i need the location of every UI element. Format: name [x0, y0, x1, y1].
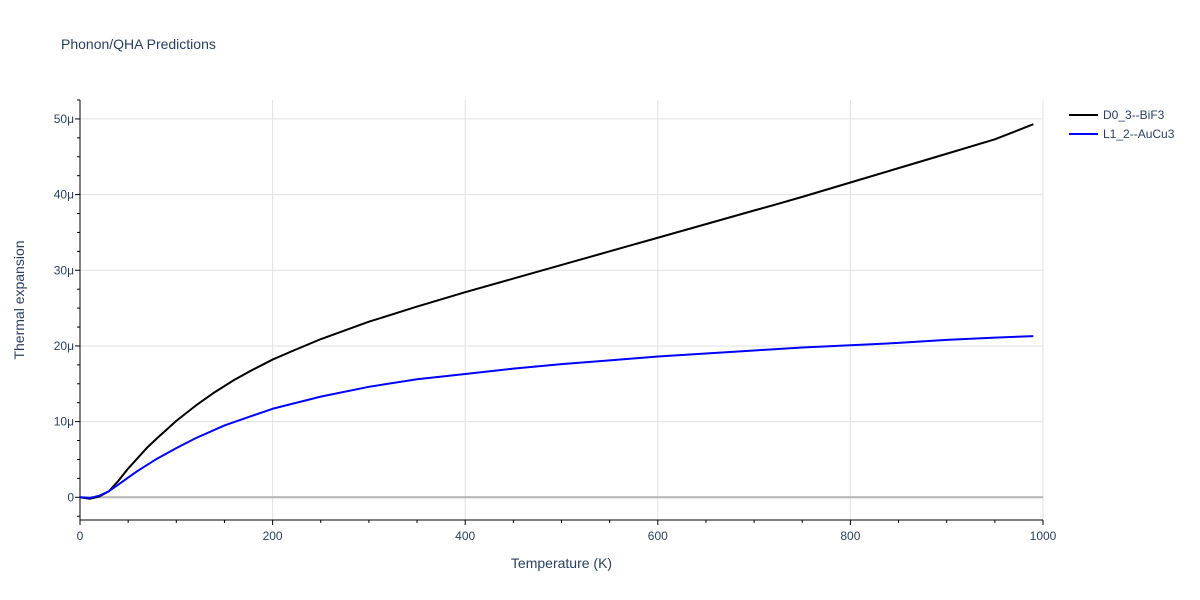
y-tick-label: 40μ [54, 188, 74, 202]
y-tick-labels: 0 10μ 20μ 30μ 40μ 50μ [54, 112, 75, 504]
y-tick-label: 30μ [54, 263, 74, 277]
y-axis-title: Thermal expansion [11, 240, 27, 359]
series-layer [79, 123, 1034, 500]
series-line-1 [79, 335, 1034, 500]
legend[interactable]: D0_3--BiF3 L1_2--AuCu3 [1069, 108, 1175, 141]
x-tick-labels: 0 200 400 600 800 1000 [77, 529, 1057, 543]
x-tick-label: 200 [263, 529, 283, 543]
grid-lines [80, 100, 1044, 520]
axes [75, 99, 1044, 525]
y-tick-label: 10μ [54, 415, 74, 429]
y-tick-label: 20μ [54, 339, 74, 353]
legend-label: D0_3--BiF3 [1103, 108, 1165, 122]
series-line-0 [79, 123, 1034, 500]
x-tick-label: 600 [648, 529, 668, 543]
legend-label: L1_2--AuCu3 [1103, 127, 1175, 141]
x-axis-title: Temperature (K) [511, 555, 612, 571]
x-tick-label: 1000 [1030, 529, 1057, 543]
x-tick-label: 0 [77, 529, 84, 543]
x-tick-label: 800 [840, 529, 860, 543]
x-tick-label: 400 [455, 529, 475, 543]
y-tick-label: 50μ [54, 112, 74, 126]
chart-title: Phonon/QHA Predictions [61, 36, 216, 52]
y-tick-label: 0 [67, 490, 74, 504]
